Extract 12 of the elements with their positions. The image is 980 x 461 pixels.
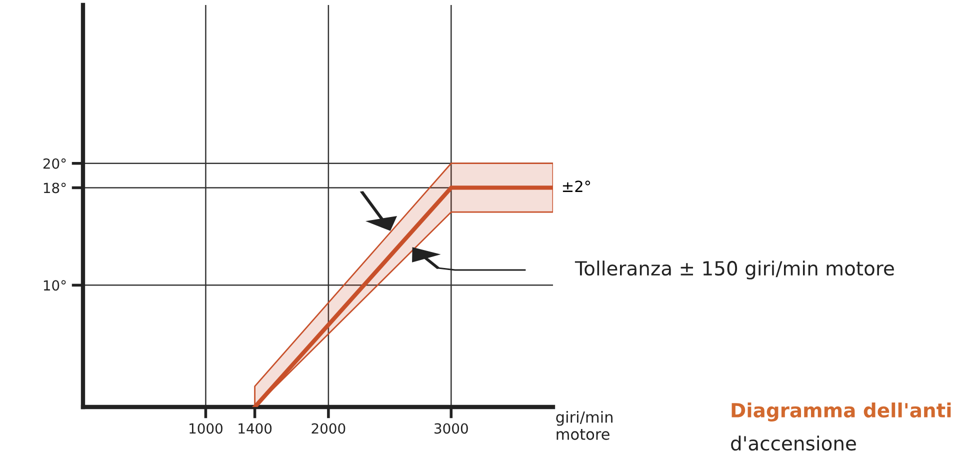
x-tick-label: 1000 [190,423,222,434]
y-tick-label: 10° [44,280,66,291]
annotation: ±2° [562,180,590,192]
x-tick-label: 3000 [434,423,468,434]
text: Tolleranza ± 150 giri/min motore [574,260,894,280]
x-tick-label: 2000 [312,423,346,434]
text: d'accensione [731,436,856,451]
x-tick-label: 1400 [238,423,272,434]
text: Diagramma dell'anti [732,402,951,422]
x-axis-title: giri/min motore [556,411,612,440]
y-tick-label: 20° [43,158,66,169]
y-tick-label: 18° [44,182,66,194]
